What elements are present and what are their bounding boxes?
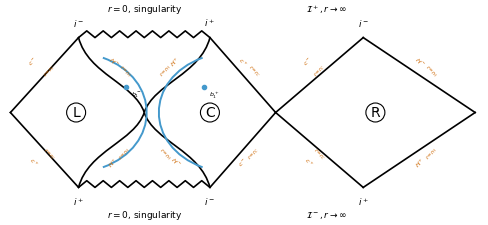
Text: $H^-$: $H^-$ [169, 156, 183, 170]
Text: $i^-$: $i^-$ [358, 18, 369, 29]
Text: $H^+$: $H^+$ [169, 55, 183, 69]
Text: $i^-$: $i^-$ [73, 18, 84, 29]
Text: L: L [72, 106, 80, 119]
Text: $c^+$: $c^+$ [302, 156, 315, 169]
Text: $c^-$: $c^-$ [303, 56, 315, 68]
Text: C: C [205, 106, 215, 119]
Text: $H^-$: $H^-$ [107, 55, 121, 69]
Text: $i^-$: $i^-$ [204, 196, 216, 207]
Text: $H^+$: $H^+$ [106, 156, 121, 170]
Text: $H^+$: $H^+$ [413, 156, 427, 170]
Text: $c^-$: $c^-$ [237, 157, 249, 169]
Text: $r\!=\!r_C$: $r\!=\!r_C$ [41, 146, 58, 162]
Text: $r\!=\!r_H$: $r\!=\!r_H$ [423, 63, 440, 79]
Text: $b_1^+$: $b_1^+$ [209, 90, 220, 101]
Text: $i^+$: $i^+$ [358, 196, 369, 208]
Text: $r = 0$, singularity: $r = 0$, singularity [106, 3, 182, 16]
Text: $r\!=\!r_H$: $r\!=\!r_H$ [423, 146, 440, 162]
Text: $r\!=\!r_C$: $r\!=\!r_C$ [245, 146, 262, 162]
Text: $i^+$: $i^+$ [204, 17, 215, 29]
Text: $r\!=\!r_H$: $r\!=\!r_H$ [117, 63, 133, 79]
Text: $r = 0$, singularity: $r = 0$, singularity [106, 209, 182, 222]
Text: $r\!=\!r_C$: $r\!=\!r_C$ [311, 146, 327, 162]
Text: $H^-$: $H^-$ [413, 55, 427, 69]
Text: $c^+$: $c^+$ [237, 56, 249, 69]
Text: $b_1^-$: $b_1^-$ [131, 90, 142, 100]
Text: $r\!=\!r_H$: $r\!=\!r_H$ [117, 146, 133, 162]
Text: $\mathcal{I}^-, r \rightarrow \infty$: $\mathcal{I}^-, r \rightarrow \infty$ [306, 210, 347, 221]
Text: $r\!=\!r_C$: $r\!=\!r_C$ [41, 63, 58, 79]
Text: $r\!=\!r_C$: $r\!=\!r_C$ [311, 63, 327, 79]
Text: R: R [370, 106, 380, 119]
Text: $c^-$: $c^-$ [28, 56, 40, 68]
Text: $\mathcal{I}^+, r \rightarrow \infty$: $\mathcal{I}^+, r \rightarrow \infty$ [306, 3, 347, 16]
Text: $c^+$: $c^+$ [27, 156, 41, 169]
Text: $r\!=\!r_H$: $r\!=\!r_H$ [157, 63, 173, 79]
Text: $r\!=\!r_H$: $r\!=\!r_H$ [157, 146, 173, 162]
Text: $r\!=\!r_C$: $r\!=\!r_C$ [245, 63, 262, 79]
Text: $i^+$: $i^+$ [73, 196, 84, 208]
